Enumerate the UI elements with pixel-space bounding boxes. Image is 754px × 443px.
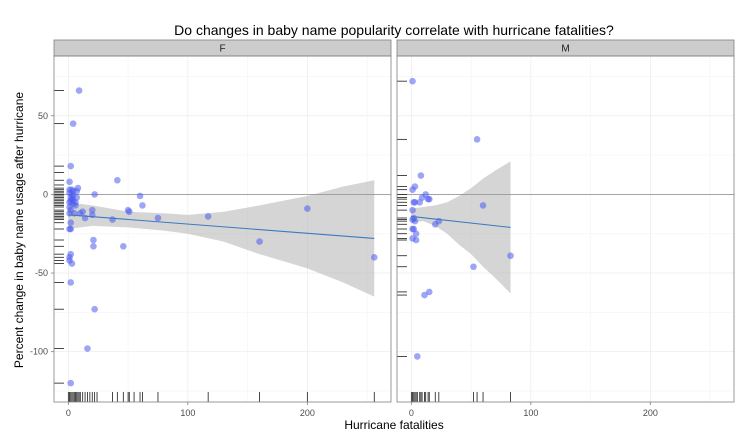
x-tick-label: 200 — [300, 408, 315, 418]
data-point — [256, 238, 263, 245]
data-point — [470, 263, 477, 271]
data-point — [79, 208, 86, 215]
facet-label: M — [561, 44, 569, 55]
panel-border — [396, 55, 735, 403]
x-tick-label: 100 — [523, 408, 538, 418]
data-point — [68, 260, 76, 267]
data-point — [139, 202, 146, 209]
data-point — [114, 176, 121, 184]
x-tick-label: 100 — [180, 408, 195, 418]
y-tick-label: -100 — [30, 347, 48, 357]
data-point — [204, 213, 212, 220]
trend-line — [411, 215, 511, 228]
y-tick-label: 0 — [43, 189, 48, 199]
data-point — [412, 236, 420, 244]
data-point — [90, 236, 97, 244]
chart-title: Do changes in baby name popularity corre… — [174, 22, 614, 38]
data-point — [84, 345, 91, 352]
data-point — [67, 279, 75, 286]
data-point — [67, 379, 75, 387]
panel-male: M 0 100 200 — [396, 39, 735, 418]
data-point — [67, 250, 75, 258]
data-point — [479, 202, 487, 209]
data-point — [90, 243, 97, 250]
data-point — [411, 217, 419, 225]
trend-line — [68, 214, 375, 239]
x-axis-label: Hurricane fatalities — [344, 418, 443, 432]
data-point — [74, 184, 82, 192]
x-tick-label: 200 — [643, 408, 658, 418]
data-point — [473, 136, 481, 143]
confidence-band — [411, 161, 511, 294]
data-point — [154, 214, 162, 222]
facet-label: F — [219, 44, 225, 55]
data-point — [412, 230, 420, 238]
data-point — [411, 198, 419, 206]
data-point — [417, 172, 425, 179]
data-point — [120, 243, 127, 250]
data-point — [72, 202, 79, 209]
data-point — [414, 353, 421, 360]
data-point — [370, 254, 378, 261]
data-point — [67, 162, 75, 170]
data-point — [136, 192, 144, 200]
data-point — [69, 120, 77, 127]
data-point — [409, 206, 416, 214]
x-tick-label: 0 — [66, 408, 71, 418]
data-point — [88, 206, 96, 214]
data-point — [67, 225, 75, 233]
data-point — [67, 219, 75, 227]
data-point — [425, 195, 433, 203]
panel-female: F 0 100 200 50 0 -50 -100 — [30, 39, 392, 418]
data-point — [75, 87, 83, 94]
data-point — [91, 305, 98, 313]
y-axis-label: Percent change in baby name usage after … — [12, 92, 26, 369]
y-tick-label: -50 — [35, 268, 48, 278]
data-point — [125, 208, 133, 215]
data-point — [409, 77, 416, 85]
data-point — [91, 191, 98, 198]
panel-border — [53, 55, 392, 403]
data-point — [507, 252, 514, 260]
y-tick-label: 50 — [38, 111, 48, 121]
data-point — [304, 205, 311, 212]
confidence-band — [68, 180, 375, 297]
data-point — [425, 288, 433, 296]
x-tick-label: 0 — [409, 408, 414, 418]
data-point — [66, 178, 73, 186]
data-point — [109, 216, 116, 223]
data-point — [73, 194, 81, 201]
data-point — [421, 291, 428, 299]
data-point — [409, 186, 416, 193]
